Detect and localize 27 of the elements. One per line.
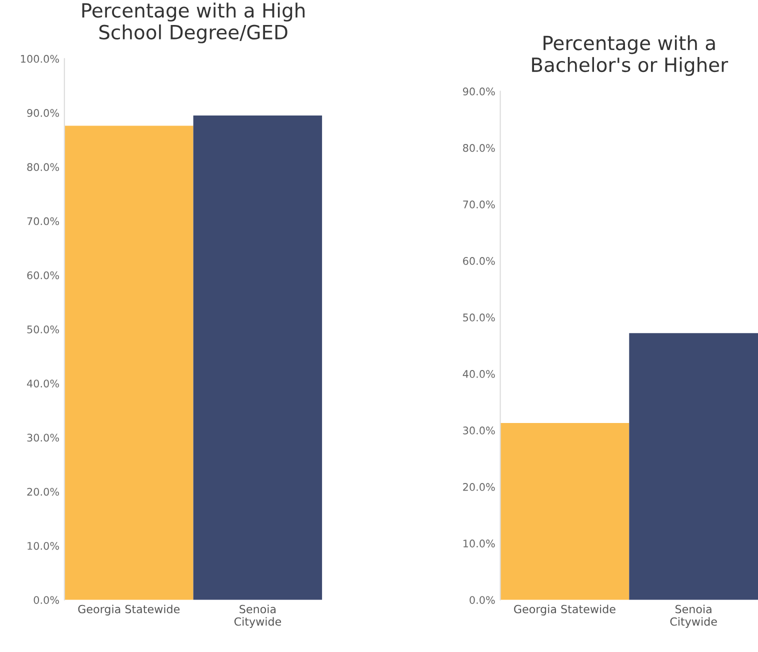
y-tick-label: 30.0%	[463, 426, 495, 434]
y-tick-label: 20.0%	[27, 488, 59, 496]
y-tick-label: 90.0%	[27, 109, 59, 117]
y-tick-label: 90.0%	[462, 88, 495, 96]
y-tick-label: 30.0%	[27, 434, 59, 442]
y-tick-label: 80.0%	[463, 144, 495, 152]
y-tick-label: 100.0%	[20, 54, 59, 63]
x-tick-label: Senoia Citywide	[670, 604, 717, 628]
y-tick-label: 70.0%	[27, 217, 59, 226]
y-tick-label: 60.0%	[27, 271, 59, 280]
y-tick-label: 50.0%	[27, 325, 59, 334]
y-tick-label: 80.0%	[27, 163, 59, 172]
chart-title: Percentage with a High School Degree/GED	[82, 2, 305, 44]
x-tick-label: Senoia Citywide	[234, 604, 282, 628]
y-tick-label: 0.0%	[470, 596, 495, 604]
y-tick-label: 10.0%	[28, 542, 59, 550]
y-tick-label: 0.0%	[34, 596, 59, 604]
y-tick-label: 40.0%	[462, 370, 495, 378]
y-tick-label: 50.0%	[463, 314, 495, 322]
x-tick-label: Georgia Statewide	[514, 604, 616, 616]
chart-title: Percentage with a Bachelor's or Higher	[532, 35, 728, 76]
y-tick-label: 60.0%	[463, 257, 495, 265]
y-tick-label: 10.0%	[463, 540, 495, 548]
y-tick-label: 40.0%	[26, 380, 59, 388]
x-tick-label: Georgia Statewide	[78, 604, 180, 616]
y-tick-label: 70.0%	[463, 200, 495, 208]
y-tick-label: 20.0%	[463, 483, 495, 491]
